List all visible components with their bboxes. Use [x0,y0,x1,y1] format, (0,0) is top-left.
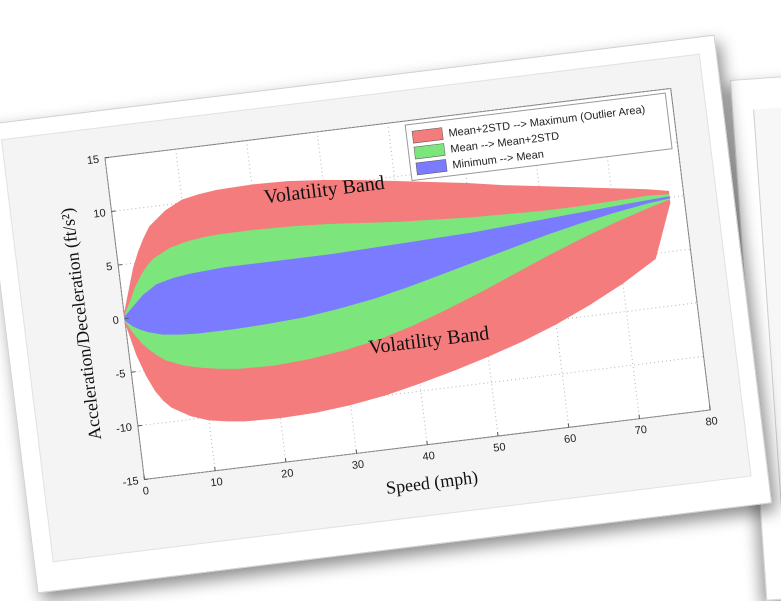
x-tick-label: 70 [634,424,648,437]
x-tick-label: 30 [351,459,365,472]
chart-canvas: 0 10 20 30 40 50 60 70 80 -15 -10 -5 0 5 10 15 Speed (… [2,55,750,561]
y-tick-label: 0 [112,314,120,327]
x-tick-label: 80 [705,415,719,428]
chart-panel: 0 10 20 30 40 50 60 70 80 -15 -10 -5 0 5 10 15 Speed (… [1,54,752,563]
x-axis-title: Speed (mph) [385,467,479,499]
x-tick-label: 20 [281,467,295,480]
x-tick-label: 40 [422,450,436,463]
y-tick-label: -15 [122,475,139,489]
chart-card: 0 10 20 30 40 50 60 70 80 -15 -10 -5 0 5 10 15 Speed (… [0,35,772,594]
x-tick-label: 50 [493,441,507,454]
y-tick-label: -10 [116,422,133,436]
x-tick-label: 60 [563,433,577,446]
y-axis-title: Acceleration/Deceleration (ft/s²) [57,207,106,442]
x-tick-label: 0 [142,485,150,498]
y-tick-label: 15 [86,154,100,167]
y-tick-label: 10 [93,207,107,220]
x-tick-label: 10 [210,476,224,489]
y-tick-label: -5 [115,368,126,381]
y-tick-label: 5 [105,261,113,274]
